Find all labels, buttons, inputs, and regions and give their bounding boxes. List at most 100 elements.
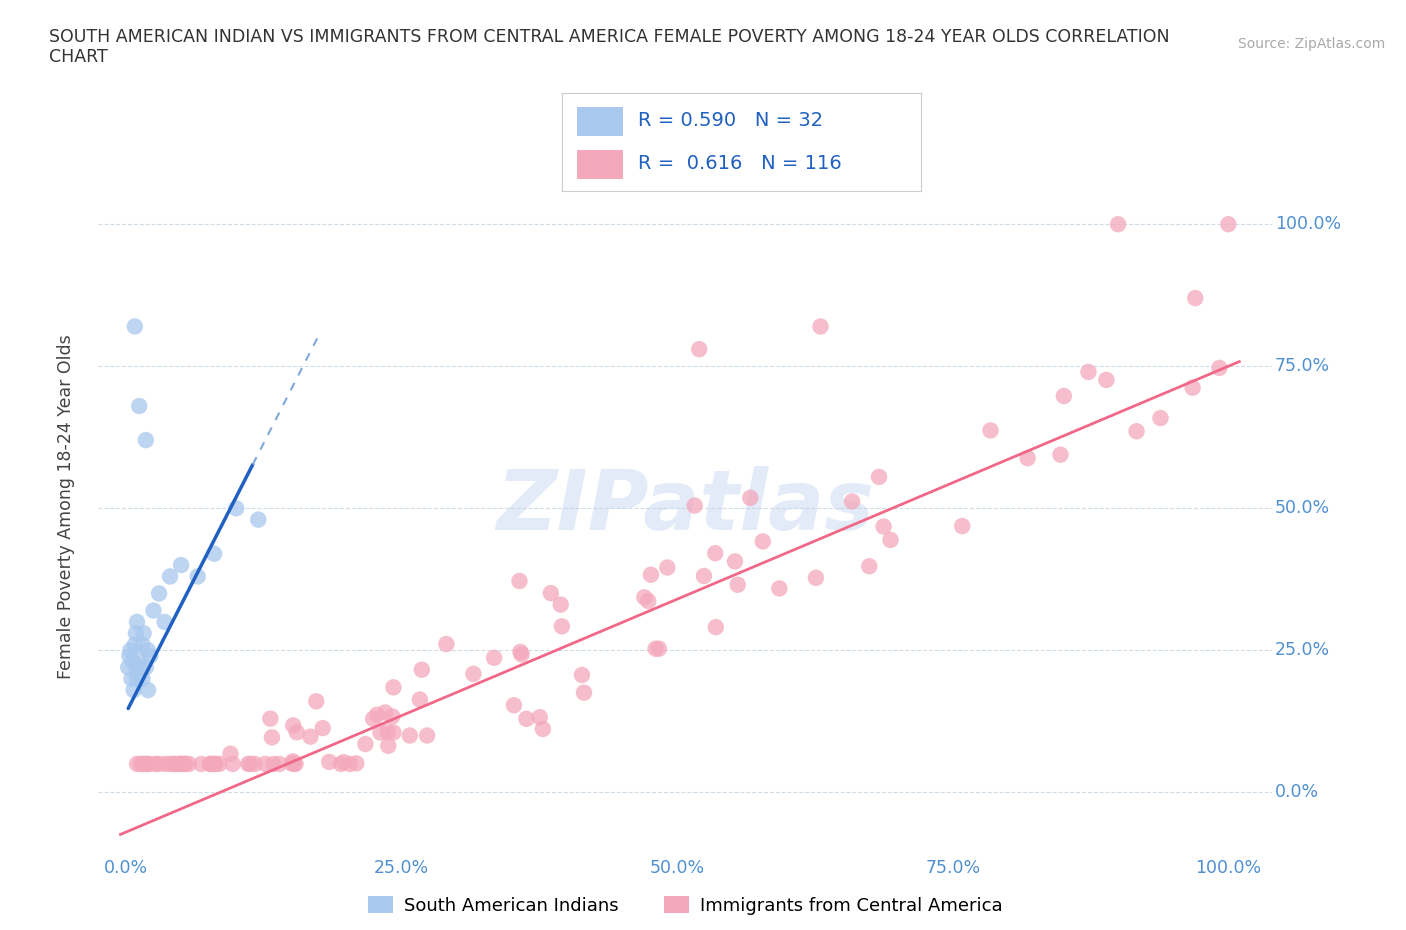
Point	[529, 710, 551, 724]
Point	[285, 724, 308, 739]
Point	[239, 756, 262, 771]
Point	[202, 546, 225, 561]
Point	[142, 603, 165, 618]
Point	[727, 578, 749, 592]
Point	[129, 660, 152, 675]
Point	[132, 756, 155, 771]
Point	[128, 399, 150, 414]
Point	[740, 490, 762, 505]
FancyBboxPatch shape	[576, 150, 623, 179]
Point	[872, 519, 894, 534]
Point	[202, 756, 225, 771]
Point	[153, 615, 176, 630]
Text: 25.0%: 25.0%	[1275, 642, 1330, 659]
Point	[283, 756, 305, 771]
Point	[132, 626, 155, 641]
Point	[125, 626, 148, 641]
Point	[398, 728, 420, 743]
Point	[225, 501, 247, 516]
Point	[571, 668, 593, 683]
Point	[170, 756, 193, 771]
Point	[136, 756, 159, 771]
Point	[633, 590, 655, 604]
Point	[280, 756, 302, 771]
Point	[1095, 373, 1118, 388]
Point	[1149, 411, 1171, 426]
Point	[979, 423, 1001, 438]
Point	[332, 755, 354, 770]
Point	[125, 756, 148, 771]
Point	[135, 432, 157, 447]
Text: R =  0.616   N = 116: R = 0.616 N = 116	[638, 153, 841, 173]
Point	[125, 671, 148, 686]
Legend: South American Indians, Immigrants from Central America: South American Indians, Immigrants from …	[361, 889, 1010, 923]
Point	[868, 470, 890, 485]
Point	[139, 648, 162, 663]
Point	[644, 642, 666, 657]
Point	[409, 692, 432, 707]
Text: 100.0%: 100.0%	[1275, 215, 1341, 233]
Point	[1017, 451, 1039, 466]
Point	[879, 533, 901, 548]
Point	[146, 756, 169, 771]
Point	[135, 660, 157, 675]
Point	[752, 534, 775, 549]
Point	[204, 756, 226, 771]
Point	[411, 662, 433, 677]
Point	[131, 637, 153, 652]
Point	[648, 641, 671, 656]
Text: 0.0%: 0.0%	[1275, 783, 1319, 802]
Point	[950, 519, 973, 534]
Point	[657, 560, 679, 575]
Point	[208, 756, 231, 771]
Text: ZIPatlas: ZIPatlas	[496, 466, 875, 548]
Point	[551, 618, 574, 633]
Point	[1125, 424, 1147, 439]
Point	[221, 756, 243, 771]
Point	[157, 756, 180, 771]
Text: 50.0%: 50.0%	[1275, 499, 1330, 517]
Point	[503, 698, 526, 712]
Point	[299, 729, 322, 744]
Point	[243, 756, 266, 771]
Point	[377, 738, 399, 753]
Point	[693, 568, 716, 583]
Point	[550, 597, 572, 612]
Point	[810, 319, 832, 334]
Point	[354, 737, 377, 751]
Point	[260, 730, 283, 745]
Point	[170, 756, 193, 771]
Point	[162, 756, 184, 771]
Text: R = 0.590   N = 32: R = 0.590 N = 32	[638, 111, 823, 130]
Point	[118, 648, 141, 663]
Point	[148, 586, 170, 601]
Point	[1184, 291, 1206, 306]
Point	[382, 680, 405, 695]
Point	[1218, 217, 1240, 232]
Text: CHART: CHART	[49, 48, 108, 66]
Point	[177, 756, 200, 771]
Point	[381, 709, 404, 724]
Point	[382, 725, 405, 740]
Point	[198, 756, 221, 771]
Point	[637, 593, 659, 608]
Point	[236, 756, 259, 771]
Point	[318, 754, 340, 769]
Point	[283, 718, 305, 733]
Point	[1077, 365, 1099, 379]
Point	[281, 754, 304, 769]
Point	[125, 660, 148, 675]
Point	[683, 498, 706, 513]
Text: 75.0%: 75.0%	[1275, 357, 1330, 375]
Point	[361, 711, 384, 726]
Y-axis label: Female Poverty Among 18-24 Year Olds: Female Poverty Among 18-24 Year Olds	[56, 335, 75, 679]
Point	[262, 756, 284, 771]
Point	[510, 647, 533, 662]
Point	[572, 685, 595, 700]
Point	[312, 721, 335, 736]
Point	[190, 756, 212, 771]
Point	[174, 756, 197, 771]
Point	[173, 756, 195, 771]
Point	[128, 648, 150, 663]
Point	[159, 569, 181, 584]
